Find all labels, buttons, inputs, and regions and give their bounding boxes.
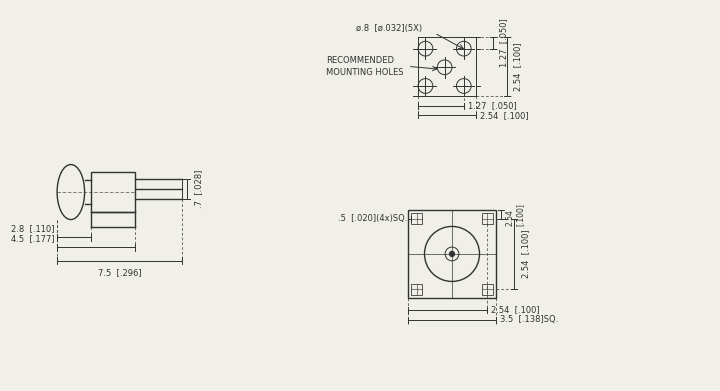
Text: 2.8  [.110]: 2.8 [.110] [11, 224, 54, 233]
Bar [408, 210, 496, 298]
Bar [91, 172, 135, 212]
Text: 7.5  [.296]: 7.5 [.296] [98, 268, 141, 277]
Text: 2.54  [.100]: 2.54 [.100] [480, 111, 528, 120]
Circle shape [449, 251, 454, 256]
Bar [482, 284, 492, 295]
Text: 3.5  [.138]SQ.: 3.5 [.138]SQ. [500, 315, 559, 324]
Text: RECOMMENDED: RECOMMENDED [326, 56, 395, 65]
Bar [411, 284, 422, 295]
Text: 2.54  [.100]: 2.54 [.100] [513, 42, 522, 91]
Text: 1.27  [.050]: 1.27 [.050] [499, 18, 508, 67]
Text: .7  [.028]: .7 [.028] [194, 170, 202, 208]
Text: MOUNTING HOLES: MOUNTING HOLES [326, 68, 404, 77]
Text: 4.5  [.177]: 4.5 [.177] [11, 234, 54, 243]
Text: 1.27  [.050]: 1.27 [.050] [468, 101, 516, 110]
Text: 2.54
[.100]: 2.54 [.100] [505, 203, 524, 226]
Text: .5  [.020](4x)SQ.: .5 [.020](4x)SQ. [338, 214, 408, 223]
Text: ø.8  [ø.032](5X): ø.8 [ø.032](5X) [356, 23, 422, 32]
Text: 2.54  [.100]: 2.54 [.100] [491, 305, 540, 314]
Bar [411, 213, 422, 224]
Bar [482, 213, 492, 224]
Text: 2.54  [.100]: 2.54 [.100] [521, 230, 530, 278]
